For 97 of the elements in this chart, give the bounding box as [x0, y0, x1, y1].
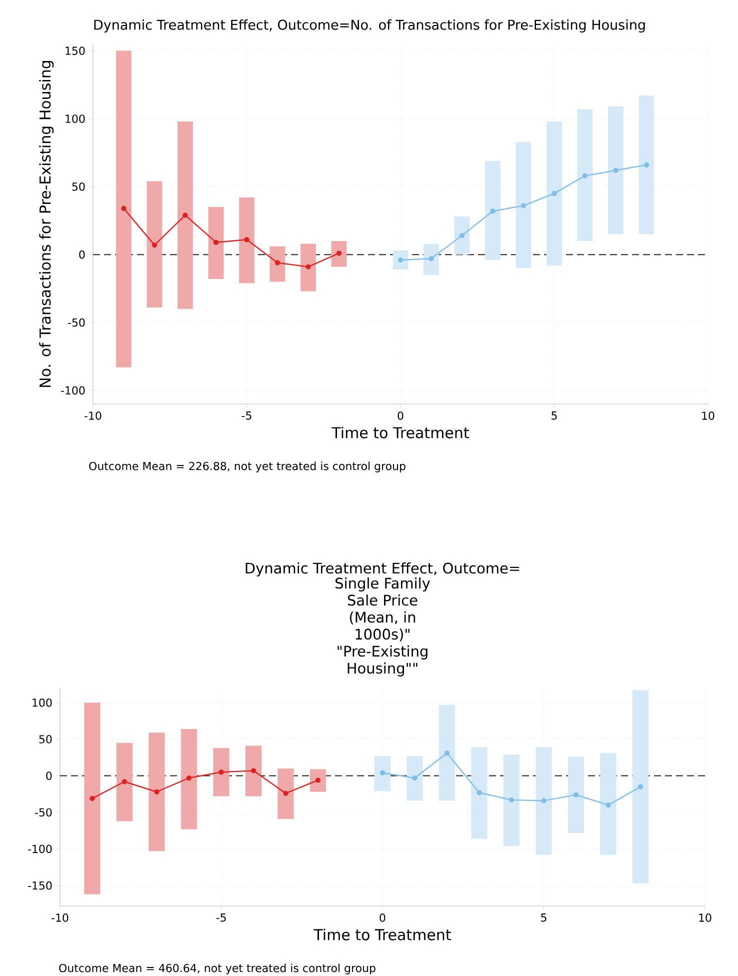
bar: [608, 106, 624, 234]
y-tick-label: 100: [32, 698, 52, 707]
point: [283, 790, 288, 796]
y-tick-label: 50: [39, 735, 52, 744]
point: [186, 775, 192, 781]
bar: [148, 732, 165, 852]
bar: [546, 121, 562, 266]
y-tick-label: 100: [66, 114, 85, 123]
x-tick-label: 10: [699, 914, 712, 922]
x-axis-title: Time to Treatment: [332, 426, 469, 438]
bar: [310, 769, 326, 792]
point: [122, 779, 128, 784]
point: [213, 240, 219, 245]
point: [244, 237, 250, 242]
y-tick-label: -100: [28, 844, 52, 854]
bar: [180, 728, 198, 830]
bar: [568, 756, 584, 833]
bar: [424, 244, 439, 275]
x-tick-label: 5: [541, 914, 546, 922]
bar: [438, 704, 456, 801]
point: [606, 802, 611, 808]
bar: [178, 121, 193, 309]
point: [274, 260, 280, 266]
bar: [485, 160, 500, 260]
point: [541, 798, 546, 804]
bar: [245, 746, 262, 796]
text: Outcome Mean = 226.88, not yet treated is control group: [89, 462, 406, 472]
bar: [374, 756, 391, 792]
y-tick-label: -50: [68, 318, 85, 327]
point: [573, 792, 579, 798]
y-axis-title: No. of Transactions for Pre-Existing Housing: [39, 60, 54, 387]
point: [152, 242, 158, 248]
x-axis-title: Time to Treatment: [314, 928, 451, 940]
point: [336, 250, 342, 256]
point: [380, 770, 386, 776]
y-tick-label: -50: [35, 808, 52, 817]
bar: [516, 142, 532, 268]
point: [182, 212, 188, 218]
point: [218, 770, 224, 775]
point: [250, 768, 256, 774]
bar: [84, 702, 100, 894]
bar: [300, 244, 316, 292]
point: [412, 775, 418, 781]
point: [315, 778, 321, 783]
point: [121, 206, 126, 211]
point: [154, 789, 160, 794]
y-tick-label: 50: [72, 182, 85, 191]
text: Outcome Mean = 460.64, not yet treated is control group: [59, 964, 376, 974]
y-tick-label: 150: [66, 46, 85, 55]
x-tick-label: -5: [242, 412, 252, 420]
bar: [116, 742, 133, 822]
point: [428, 256, 434, 262]
bar: [600, 753, 616, 855]
point: [582, 173, 588, 178]
chart-title: Dynamic Treatment Effect, Outcome=: [246, 562, 520, 576]
x-tick-label: -10: [52, 914, 68, 922]
point: [490, 208, 496, 214]
point: [638, 784, 644, 790]
bar: [239, 198, 254, 284]
bar: [213, 748, 230, 796]
x-tick-label: -10: [84, 412, 102, 420]
bar: [577, 109, 593, 241]
bar: [471, 747, 488, 839]
y-tick-label: -150: [28, 881, 52, 890]
point: [508, 797, 514, 803]
point: [90, 796, 95, 802]
x-tick-label: 10: [702, 412, 714, 420]
bar: [116, 50, 132, 368]
bar: [536, 747, 552, 855]
bar: [270, 246, 286, 282]
y-tick-label: 0: [46, 772, 52, 780]
y-tick-label: 0: [79, 250, 85, 259]
x-tick-label: -5: [216, 914, 226, 922]
x-tick-label: 0: [398, 412, 404, 420]
x-tick-label: 5: [552, 412, 557, 420]
point: [444, 750, 450, 756]
bar: [632, 690, 649, 884]
point: [459, 232, 465, 238]
point: [520, 203, 526, 208]
bar: [331, 240, 347, 267]
bar: [278, 768, 294, 819]
chart-title: Dynamic Treatment Effect, Outcome=No. of Transactions for Pre-Existing Housing: [94, 19, 645, 32]
point: [644, 162, 650, 168]
bar: [503, 754, 520, 846]
bar: [638, 96, 654, 234]
point: [613, 168, 618, 173]
chart-subtitle: Single Family Sale Price (Mean, in 1000s)" "Pre-Existing Housing"": [336, 577, 430, 676]
bar: [146, 181, 162, 308]
point: [476, 790, 482, 796]
point: [398, 257, 404, 263]
point: [306, 264, 311, 270]
y-tick-label: -100: [61, 386, 85, 395]
bar: [454, 216, 470, 255]
bar: [208, 207, 224, 280]
x-tick-label: 0: [380, 914, 386, 922]
bar: [406, 756, 423, 801]
point: [552, 190, 557, 196]
